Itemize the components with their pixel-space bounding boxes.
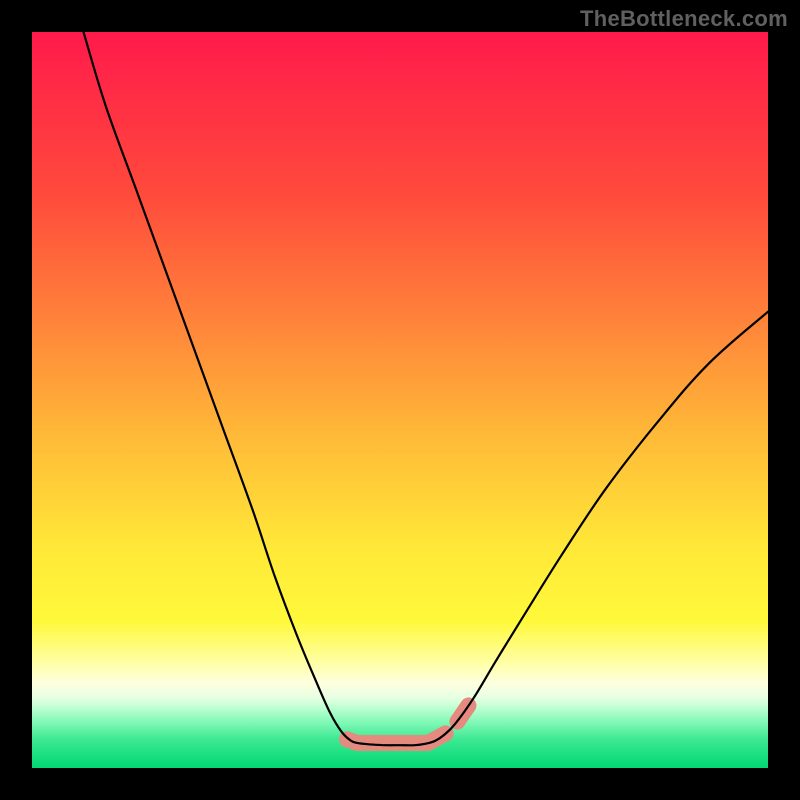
- plot-background: [32, 32, 768, 768]
- bottleneck-chart: [0, 0, 800, 800]
- watermark-text: TheBottleneck.com: [580, 6, 788, 32]
- outer-frame: TheBottleneck.com: [0, 0, 800, 800]
